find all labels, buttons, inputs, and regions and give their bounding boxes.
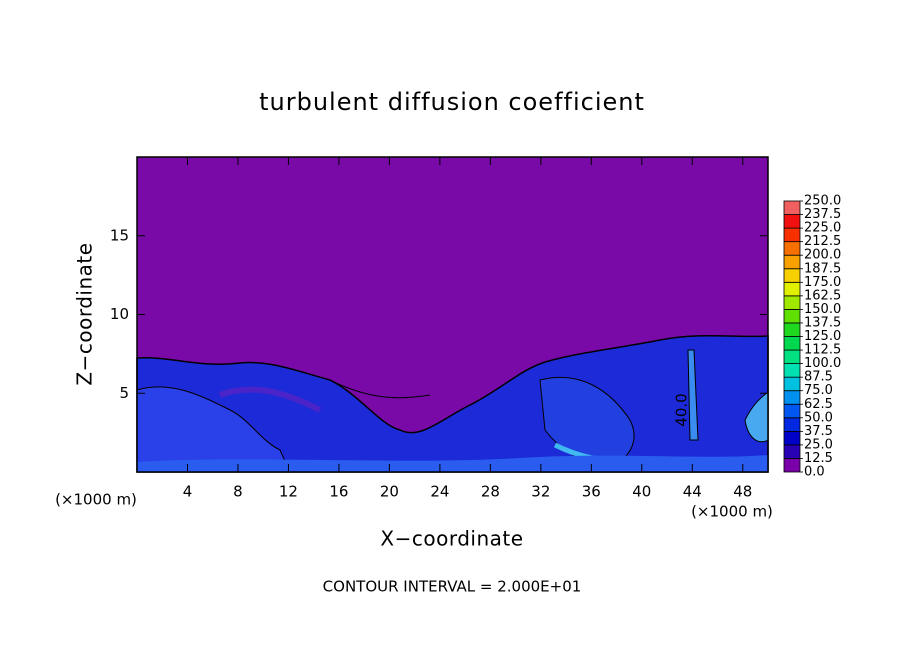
colorbar-box xyxy=(783,268,801,283)
colorbar-box xyxy=(783,281,801,297)
x-tick-label: 32 xyxy=(531,483,550,501)
colorbar-box xyxy=(783,430,801,446)
field xyxy=(136,157,769,473)
x-unit-label: (×1000 m) xyxy=(691,503,773,521)
colorbar-tick-label: 250.0 xyxy=(804,194,841,209)
x-axis-title: X−coordinate xyxy=(380,527,523,551)
y-tick-label: 5 xyxy=(119,384,129,402)
x-tick-label: 44 xyxy=(683,483,702,501)
colorbar-tick-label: 50.0 xyxy=(804,410,833,425)
patch xyxy=(136,386,291,473)
footer: CONTOUR INTERVAL = 2.000E+01 xyxy=(323,578,582,596)
colorbar-box xyxy=(783,417,801,432)
colorbar-tick-label: 125.0 xyxy=(804,329,841,344)
colorbar-tick-label: 87.5 xyxy=(804,370,833,385)
contour-line xyxy=(329,379,431,399)
colorbar-box xyxy=(783,390,801,405)
colorbar-tick-label: 100.0 xyxy=(804,356,841,371)
colorbar-box xyxy=(783,349,801,364)
x-tick-label: 40 xyxy=(632,483,651,501)
colorbar-box xyxy=(783,214,801,229)
colorbar-tick-label: 75.0 xyxy=(804,383,833,398)
colorbar-tick-label: 25.0 xyxy=(804,437,833,452)
patch xyxy=(218,386,322,413)
colorbar-tick-label: 150.0 xyxy=(804,302,841,317)
chart-title: turbulent diffusion coefficient xyxy=(259,88,645,116)
x-tick-label: 12 xyxy=(279,483,298,501)
colorbar-box xyxy=(783,444,801,459)
colorbar-box xyxy=(783,403,801,419)
colorbar-box xyxy=(783,322,801,337)
colorbar-tick-label: 200.0 xyxy=(804,248,841,263)
colorbar-tick-label: 112.5 xyxy=(804,343,841,358)
colorbar-tick-label: 187.5 xyxy=(804,261,841,276)
colorbar-box xyxy=(783,336,801,351)
colorbar-box xyxy=(783,458,801,473)
colorbar-box xyxy=(783,376,801,392)
y-tick-label: 15 xyxy=(110,226,129,244)
x-tick-label: 36 xyxy=(582,483,601,501)
colorbar-box xyxy=(783,227,801,243)
colorbar-tick-label: 212.5 xyxy=(804,234,841,249)
colorbar-tick-label: 12.5 xyxy=(804,451,833,466)
z-unit-label: (×1000 m) xyxy=(55,491,137,509)
x-tick-label: 20 xyxy=(380,483,399,501)
x-tick-label: 16 xyxy=(329,483,348,501)
colorbar-tick-label: 62.5 xyxy=(804,397,833,412)
y-tick-label: 10 xyxy=(110,305,129,323)
colorbar-tick-label: 37.5 xyxy=(804,424,833,439)
y-axis-title: Z−coordinate xyxy=(73,242,97,385)
x-tick-label: 4 xyxy=(183,483,193,501)
colorbar-box xyxy=(783,363,801,378)
patch xyxy=(137,455,768,472)
x-tick-label: 48 xyxy=(733,483,752,501)
colorbar-box xyxy=(783,295,801,310)
x-tick-label: 24 xyxy=(430,483,449,501)
colorbar-tick-label: 225.0 xyxy=(804,221,841,236)
colorbar-box xyxy=(783,200,801,215)
colorbar-tick-label: 162.5 xyxy=(804,288,841,303)
colorbar-tick-label: 137.5 xyxy=(804,315,841,330)
colorbar-box xyxy=(783,241,801,256)
colorbar-box xyxy=(783,308,801,324)
contour-label: 40.0 xyxy=(673,393,691,426)
colorbar-tick-label: 175.0 xyxy=(804,275,841,290)
x-tick-label: 28 xyxy=(481,483,500,501)
colorbar-tick-label: 237.5 xyxy=(804,207,841,222)
x-tick-label: 8 xyxy=(233,483,243,501)
colorbar-tick-label: 0.0 xyxy=(804,465,825,480)
patch xyxy=(687,349,699,441)
colorbar-box xyxy=(783,254,801,270)
